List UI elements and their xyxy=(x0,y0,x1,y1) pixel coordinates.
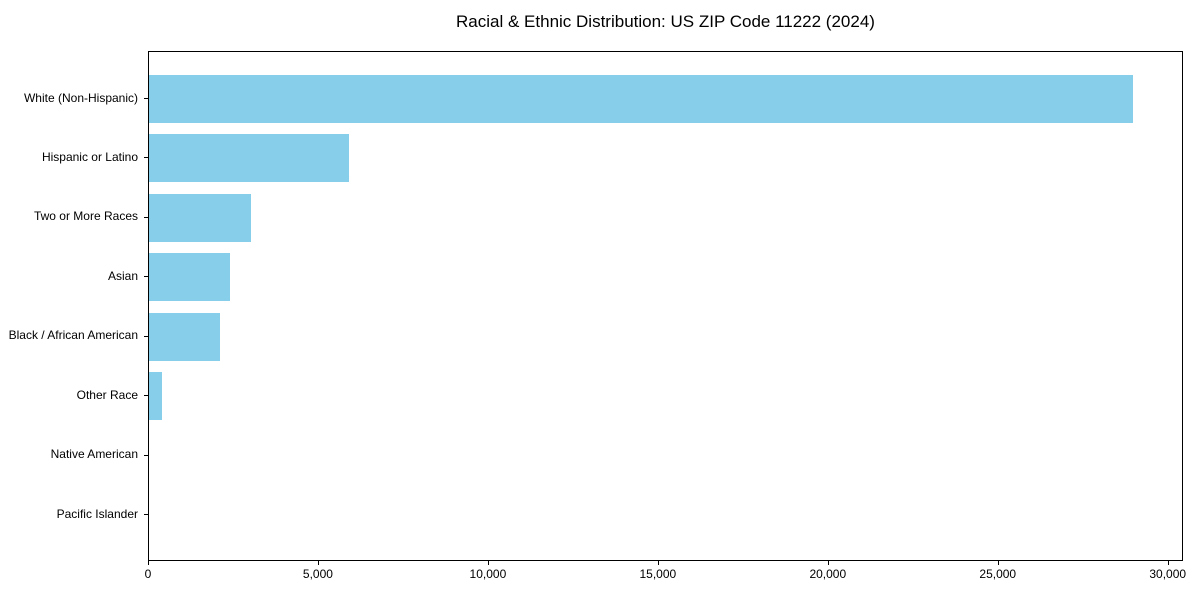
bar-asian xyxy=(149,253,231,302)
y-tick-label-asian: Asian xyxy=(107,268,138,283)
bar-two-or-more-races xyxy=(149,193,251,242)
x-tick-label-30000: 30,000 xyxy=(1149,567,1187,581)
y-tick-label-hispanic-or-latino: Hispanic or Latino xyxy=(41,149,138,164)
y-tick-mark xyxy=(144,454,148,456)
x-tick-label-10000: 10,000 xyxy=(469,567,507,581)
bar-black-african-american xyxy=(149,312,221,361)
bar-white-non-hispanic xyxy=(149,75,1133,123)
y-tick-label-pacific-islander: Pacific Islander xyxy=(56,506,138,521)
y-tick-label-other-race: Other Race xyxy=(76,387,138,402)
y-tick-mark xyxy=(144,98,148,99)
y-tick-label-native-american: Native American xyxy=(50,447,138,462)
y-tick-mark xyxy=(144,395,148,397)
x-tick-mark xyxy=(148,561,149,565)
y-tick-mark xyxy=(144,335,148,337)
y-tick-label-black-african-american: Black / African American xyxy=(8,328,138,343)
x-tick-label-0: 0 xyxy=(144,567,152,581)
chart-title: Racial & Ethnic Distribution: US ZIP Cod… xyxy=(456,12,875,31)
y-tick-mark xyxy=(144,514,148,515)
y-tick-mark xyxy=(144,157,148,159)
x-tick-label-15000: 15,000 xyxy=(639,567,677,581)
x-tick-label-25000: 25,000 xyxy=(979,567,1017,581)
bar-hispanic-or-latino xyxy=(149,134,350,183)
x-tick-label-5000: 5,000 xyxy=(302,567,333,581)
x-tick-mark xyxy=(1167,561,1169,565)
x-tick-mark xyxy=(317,561,319,565)
x-tick-mark xyxy=(997,561,999,565)
plot-area xyxy=(148,51,1183,561)
bar-other-race xyxy=(149,372,162,421)
x-tick-label-20000: 20,000 xyxy=(809,567,847,581)
y-tick-label-two-or-more-races: Two or More Races xyxy=(33,209,138,224)
y-tick-mark xyxy=(144,276,148,278)
y-tick-label-white-non-hispanic: White (Non-Hispanic) xyxy=(23,90,138,105)
x-tick-mark xyxy=(487,561,489,565)
y-tick-mark xyxy=(144,216,148,218)
x-tick-mark xyxy=(827,561,829,565)
x-tick-mark xyxy=(657,561,659,565)
